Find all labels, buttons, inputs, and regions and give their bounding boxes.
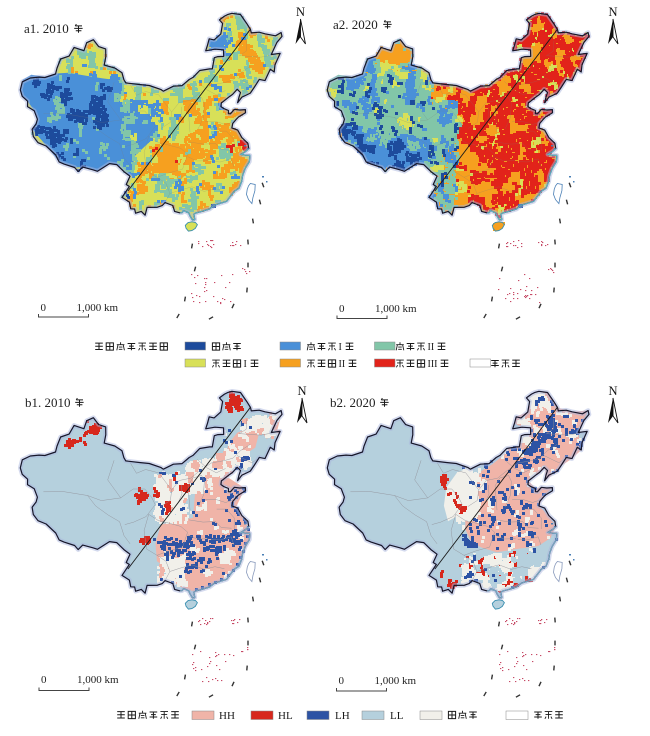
svg-text:I: I	[339, 342, 342, 353]
svg-text:a1. 2010: a1. 2010	[24, 21, 69, 36]
svg-text:N: N	[296, 5, 305, 19]
svg-text:N: N	[608, 384, 617, 398]
svg-text:0: 0	[339, 303, 345, 315]
svg-text:0: 0	[339, 675, 345, 687]
svg-text:0: 0	[41, 674, 47, 686]
svg-text:b2. 2020: b2. 2020	[330, 395, 376, 410]
svg-text:II: II	[428, 342, 435, 353]
svg-text:II: II	[339, 359, 346, 370]
svg-text:HL: HL	[278, 710, 293, 722]
svg-text:1,000 km: 1,000 km	[77, 674, 119, 686]
svg-text:I: I	[244, 359, 247, 370]
svg-text:LL: LL	[390, 710, 404, 722]
svg-text:N: N	[297, 384, 306, 398]
svg-text:a2. 2020: a2. 2020	[333, 17, 378, 32]
svg-text:1,000 km: 1,000 km	[375, 303, 417, 315]
svg-text:LH: LH	[335, 710, 350, 722]
svg-text:1,000 km: 1,000 km	[375, 675, 417, 687]
svg-text:III: III	[428, 359, 438, 370]
svg-text:HH: HH	[219, 710, 235, 722]
svg-text:b1. 2010: b1. 2010	[25, 395, 71, 410]
svg-text:N: N	[608, 5, 617, 19]
svg-text:0: 0	[41, 302, 47, 314]
svg-text:1,000 km: 1,000 km	[77, 302, 119, 314]
